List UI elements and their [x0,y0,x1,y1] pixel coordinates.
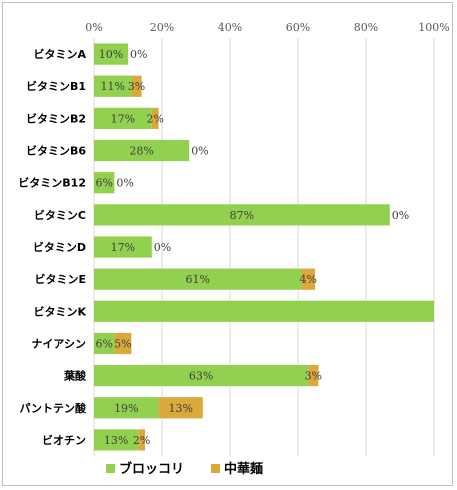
data-label: 19% [114,402,138,415]
bar-broccoli [94,300,434,322]
data-label: 63% [189,370,213,383]
x-tick-label: 0% [85,21,102,34]
category-label: ビオチン [42,433,86,447]
data-label: 61% [185,273,209,286]
data-label: 2% [146,112,163,125]
category-label: ビタミンB6 [26,144,86,158]
category-label: パントテン酸 [19,401,87,415]
bar-chinese-noodles [308,365,319,387]
bar-broccoli [94,268,302,290]
data-label: 28% [129,145,153,158]
x-tick-label: 60% [286,21,310,34]
bar-chinese-noodles [301,268,315,290]
data-labels: 10% 0% 11% 3% 17% 2% 28% 0% 6% 0% 87% 0% 17% 0% 61% 4% 6… [95,48,409,447]
bar-broccoli [94,107,152,129]
data-label: 6% [95,337,112,350]
category-label: ビタミンC [34,208,86,222]
data-label: 0% [392,209,409,222]
x-tick-label: 80% [354,21,378,34]
bar-broccoli [94,75,132,97]
category-label: ビタミンA [33,47,86,61]
data-label: 13% [168,402,192,415]
data-label: 3% [305,370,322,383]
bar-broccoli [94,43,128,65]
bar-chinese-noodles [158,397,203,419]
data-label: 17% [111,112,135,125]
bar-broccoli [94,429,139,451]
data-label: 4% [299,273,316,286]
bar-broccoli [94,236,152,258]
category-label: ナイアシン [31,337,86,350]
category-label: ビタミンE [34,272,86,286]
x-axis-ticks: 0% 20% 40% 60% 80% 100% [85,21,449,34]
legend-label: 中華麺 [224,461,263,477]
x-tick-label: 40% [218,21,242,34]
data-label: 17% [111,241,135,254]
data-label: 13% [104,434,128,447]
legend-swatch [211,464,220,473]
category-label: ビタミンB2 [26,111,86,125]
data-label: 11% [100,80,124,93]
data-label: 0% [130,48,147,61]
category-label: ビタミンD [33,240,86,254]
bar-chinese-noodles [131,75,142,97]
data-label: 0% [154,241,171,254]
category-label: ビタミンB1 [26,79,86,93]
category-labels: ビタミンA ビタミンB1 ビタミンB2 ビタミンB6 ビタミンB12 ビタミンC ビタミンD… [18,47,87,447]
x-tick-label: 20% [150,21,174,34]
category-label: ビタミンK [33,304,86,318]
bar-chinese-noodles [151,107,159,129]
bars [94,43,434,451]
data-label: 0% [116,177,133,190]
category-label: ビタミンB12 [18,176,86,190]
data-label: 87% [230,209,254,222]
bar-chinese-noodles [114,332,132,355]
data-label: 3% [128,80,145,93]
legend-label: ブロッコリ [119,461,184,477]
chart-frame [2,2,453,486]
bar-broccoli [94,204,390,226]
bar-broccoli [94,332,115,355]
x-tick-label: 100% [418,21,449,34]
data-label: 0% [191,145,208,158]
data-label: 5% [114,337,131,350]
data-label: 6% [95,177,112,190]
grid-lines [93,38,435,456]
bar-chinese-noodles [138,429,145,451]
data-label: 2% [133,434,150,447]
bar-broccoli [94,172,115,194]
bar-broccoli [94,139,190,162]
category-label: 葉酸 [63,369,87,383]
legend: ブロッコリ 中華麺 [106,461,263,477]
bar-broccoli [94,365,309,387]
data-label: 10% [99,48,123,61]
legend-swatch [106,464,115,473]
bar-broccoli [94,397,159,419]
